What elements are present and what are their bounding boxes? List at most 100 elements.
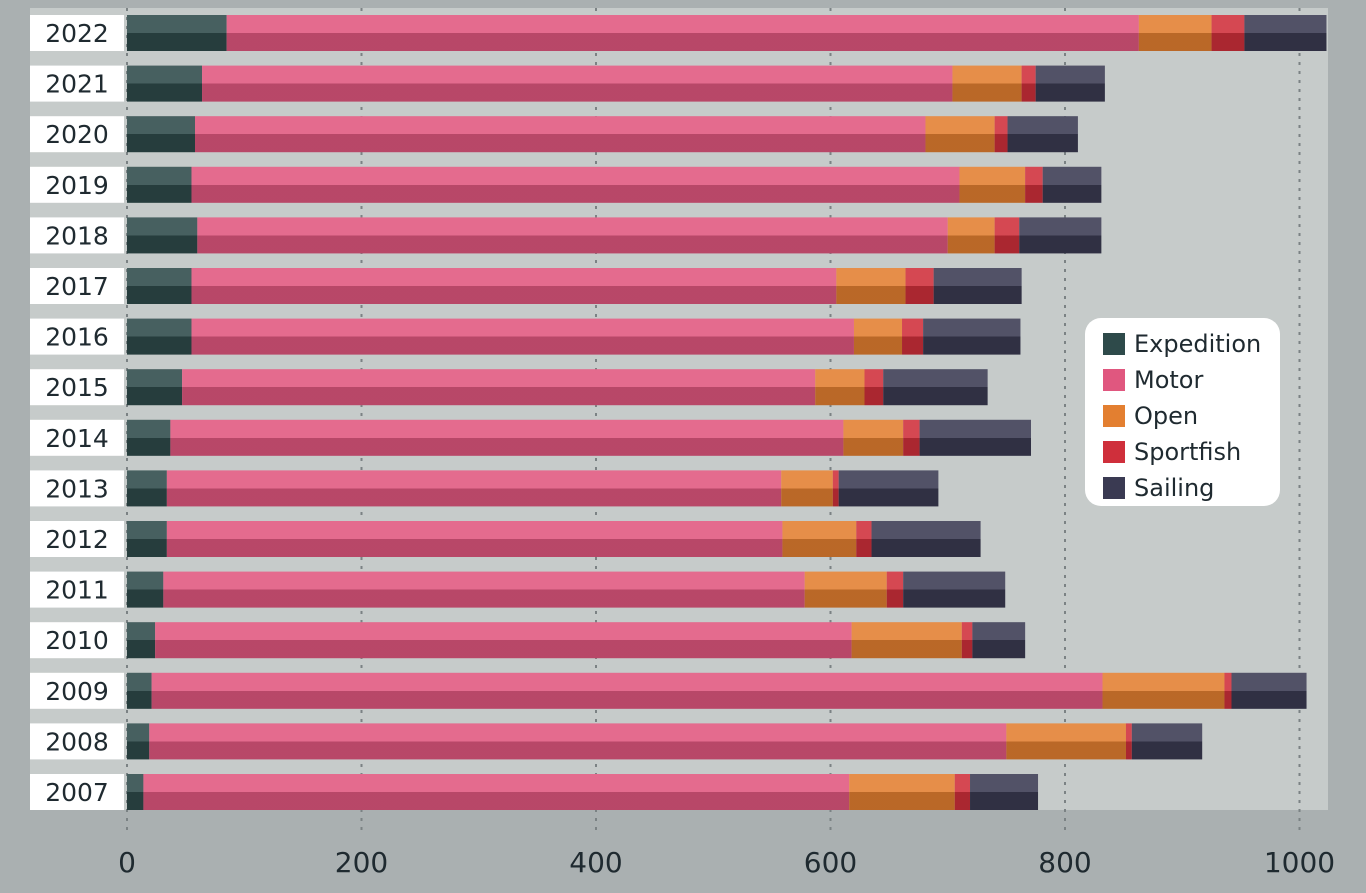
category-label: 2007 bbox=[45, 778, 109, 807]
bar-segment-motor bbox=[195, 116, 926, 153]
legend-swatch bbox=[1103, 441, 1125, 463]
bar-segment-open bbox=[1138, 15, 1212, 51]
category-label: 2009 bbox=[45, 677, 109, 706]
bar-segment-expedition bbox=[127, 521, 167, 557]
category-label-box bbox=[30, 268, 124, 304]
category-label-box bbox=[30, 419, 124, 456]
bar-segment-sportfish bbox=[856, 521, 872, 557]
bar-segment-expedition bbox=[127, 116, 196, 153]
bar-segment-expedition bbox=[127, 774, 144, 810]
legend-item-sailing: Sailing bbox=[1103, 470, 1280, 506]
bar-segment-open bbox=[952, 65, 1022, 102]
bar-segment-sailing bbox=[919, 419, 1031, 456]
category-label: 2011 bbox=[45, 576, 109, 605]
bar-segment-sportfish bbox=[905, 268, 934, 304]
category-label-box bbox=[30, 571, 124, 608]
legend-label: Sportfish bbox=[1134, 438, 1242, 466]
bar-segment-open bbox=[851, 622, 962, 659]
category-label-box bbox=[30, 672, 124, 709]
category-label: 2016 bbox=[45, 323, 109, 352]
bar-segment-motor bbox=[191, 166, 960, 203]
bar-segment-motor bbox=[149, 723, 1007, 760]
bar-segment-open bbox=[815, 369, 865, 406]
bar-segment-sailing bbox=[1231, 672, 1307, 709]
bar-segment-expedition bbox=[127, 571, 164, 608]
category-label: 2020 bbox=[45, 120, 109, 149]
bar-segment-sportfish bbox=[832, 470, 839, 507]
bar-segment-expedition bbox=[127, 470, 167, 507]
legend-item-sportfish: Sportfish bbox=[1103, 434, 1280, 470]
bar-segment-sailing bbox=[883, 369, 988, 406]
bar-segment-motor bbox=[191, 318, 854, 355]
x-axis-ticks: 0 200 400 600 800 1000 bbox=[118, 846, 1335, 879]
bar-segment-open bbox=[804, 571, 887, 608]
bar-segment-open bbox=[849, 774, 955, 810]
category-labels: 2022 2021 2020 2019 2018 2017 2016 2015 2014 2013… bbox=[30, 15, 124, 810]
bar-segment-motor bbox=[166, 521, 783, 557]
category-label: 2010 bbox=[45, 626, 109, 655]
category-label-box bbox=[30, 318, 124, 355]
bars bbox=[127, 15, 1327, 810]
bar-segment-expedition bbox=[127, 318, 192, 355]
bar-segment-sportfish bbox=[864, 369, 884, 406]
bar-segment-sailing bbox=[1042, 166, 1102, 203]
bar-segment-open bbox=[959, 166, 1026, 203]
category-label: 2021 bbox=[45, 70, 109, 99]
bar-segment-sportfish bbox=[1025, 166, 1043, 203]
bar-segment-motor bbox=[163, 571, 805, 608]
bar-segment-expedition bbox=[127, 166, 192, 203]
bar-segment-open bbox=[781, 470, 833, 507]
legend-swatch bbox=[1103, 477, 1125, 499]
category-label: 2012 bbox=[45, 525, 109, 554]
bar-segment-open bbox=[782, 521, 857, 557]
bar-segment-sportfish bbox=[1021, 65, 1036, 102]
bar-segment-motor bbox=[166, 470, 782, 507]
x-tick-label: 600 bbox=[804, 846, 857, 879]
bar-segment-sailing bbox=[1131, 723, 1203, 760]
category-label-box bbox=[30, 166, 124, 203]
x-tick-label: 200 bbox=[335, 846, 388, 879]
bar-segment-motor bbox=[191, 268, 837, 304]
bar-segment-motor bbox=[182, 369, 816, 406]
bar-segment-sportfish bbox=[994, 116, 1008, 153]
bar-segment-sailing bbox=[923, 318, 1021, 355]
category-label: 2013 bbox=[45, 474, 109, 503]
bar-segment-sportfish bbox=[902, 318, 924, 355]
bar-segment-sportfish bbox=[903, 419, 920, 456]
bar-segment-motor bbox=[151, 672, 1103, 709]
legend-label: Expedition bbox=[1134, 330, 1262, 358]
category-label-box bbox=[30, 116, 124, 153]
legend-item-open: Open bbox=[1103, 398, 1280, 434]
category-label: 2008 bbox=[45, 727, 109, 756]
bar-segment-expedition bbox=[127, 419, 171, 456]
bar-segment-motor bbox=[170, 419, 844, 456]
bar-segment-expedition bbox=[127, 369, 183, 406]
bar-segment-expedition bbox=[127, 723, 150, 760]
category-label-box bbox=[30, 369, 124, 406]
bar-segment-motor bbox=[143, 774, 850, 810]
bar-segment-sportfish bbox=[1125, 723, 1132, 760]
bar-segment-motor bbox=[155, 622, 852, 659]
bar-segment-sailing bbox=[1007, 116, 1078, 153]
legend-swatch bbox=[1103, 333, 1125, 355]
bar-segment-sportfish bbox=[886, 571, 904, 608]
bar-segment-open bbox=[836, 268, 906, 304]
bar-segment-sailing bbox=[970, 774, 1039, 810]
bar-segment-sportfish bbox=[961, 622, 973, 659]
x-tick-label: 400 bbox=[569, 846, 622, 879]
bar-segment-motor bbox=[197, 217, 948, 254]
bar-segment-sportfish bbox=[994, 217, 1020, 254]
bar-segment-open bbox=[1102, 672, 1225, 709]
bar-segment-expedition bbox=[127, 622, 156, 659]
bar-segment-sailing bbox=[903, 571, 1006, 608]
bar-segment-sportfish bbox=[1224, 672, 1232, 709]
legend-item-motor: Motor bbox=[1103, 362, 1280, 398]
bar-segment-expedition bbox=[127, 65, 203, 102]
bar-segment-sportfish bbox=[954, 774, 971, 810]
category-label-box bbox=[30, 622, 124, 659]
legend-label: Motor bbox=[1134, 366, 1204, 394]
legend-swatch bbox=[1103, 369, 1125, 391]
category-label-box bbox=[30, 15, 124, 51]
category-label-box bbox=[30, 65, 124, 102]
